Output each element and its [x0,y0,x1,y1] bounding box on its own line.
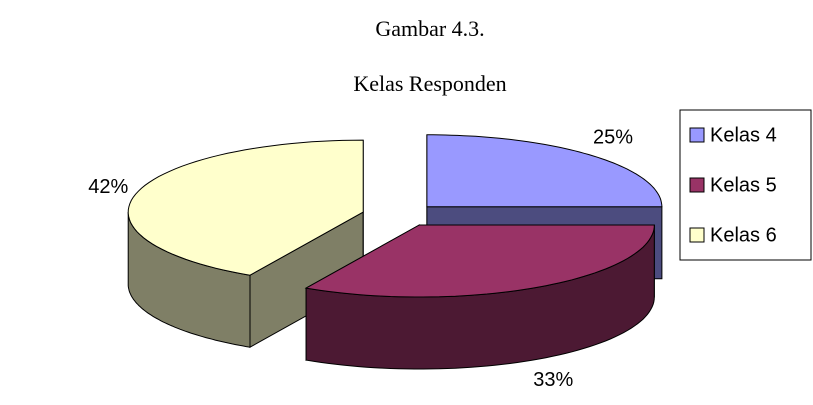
legend-label: Kelas 5 [710,174,777,196]
chart-title: Gambar 4.3. [375,16,484,41]
chart-subtitle: Kelas Responden [353,71,506,96]
legend-label: Kelas 4 [710,124,777,146]
legend-swatch [689,127,705,143]
legend-swatch [689,227,705,243]
legend-swatch [689,177,705,193]
legend-label: Kelas 6 [710,224,777,246]
data-label: 33% [533,369,573,391]
data-label: 42% [88,176,128,198]
slice-top [304,224,655,298]
slice-top [426,134,663,208]
slice-top [127,139,364,276]
data-label: 25% [593,126,633,148]
slice [304,224,655,370]
slice [127,139,364,349]
